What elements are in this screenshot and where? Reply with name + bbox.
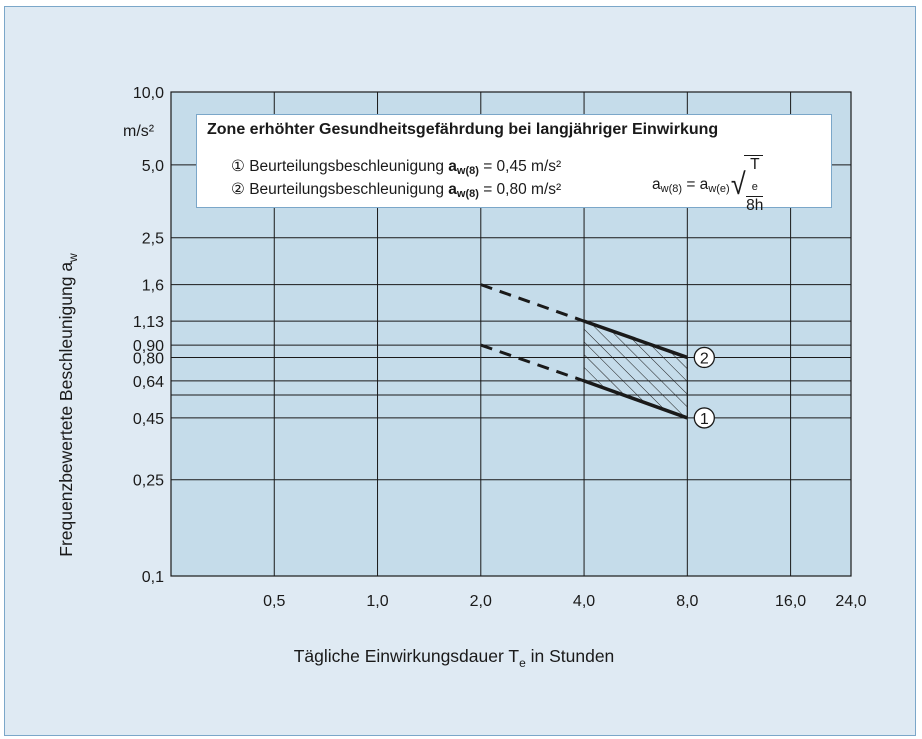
series-layer: 12 [480, 283, 715, 429]
y-axis-unit: m/s² [123, 123, 155, 140]
y-tick-label: 1,13 [133, 314, 164, 331]
ticks-layer: 0,5 1,0 2,0 4,0 8,0 16,0 24,0 0,1 0,25 0,45 0,64 0,… [133, 85, 867, 610]
chart-title: Zone erhöhter Gesundheitsgefährdung bei … [207, 121, 719, 138]
series-1-solid-line [583, 379, 688, 420]
x-tick-label: 8,0 [676, 593, 698, 610]
x-tick-label: 0,5 [263, 593, 285, 610]
series-1-marker-label: 1 [700, 411, 709, 428]
x-tick-label: 16,0 [775, 593, 806, 610]
y-tick-label: 2,5 [142, 231, 164, 248]
x-tick-label: 1,0 [366, 593, 388, 610]
y-tick-label: 0,64 [133, 374, 164, 391]
hatched-zone [584, 321, 688, 418]
y-tick-label: 0,90 [133, 338, 164, 355]
plot-border [170, 91, 852, 577]
y-axis-label: Frequenzbewertete Beschleunigung aw [56, 253, 80, 557]
sqrt-sign-icon: √ [730, 168, 746, 201]
y-tick-label: 10,0 [133, 85, 164, 102]
y-tick-label: 0,1 [142, 569, 164, 586]
series-2-marker [693, 346, 715, 369]
y-tick-label: 1,6 [142, 278, 164, 295]
y-tick-label: 0,45 [133, 411, 164, 428]
series-2-solid-line [583, 319, 688, 360]
series-1-dashed-line [480, 343, 585, 383]
x-tick-label: 2,0 [470, 593, 492, 610]
series-1-marker [693, 407, 715, 429]
x-tick-label: 4,0 [573, 593, 595, 610]
series-2-dashed-line [480, 283, 585, 323]
y-tick-label: 0,80 [133, 350, 164, 367]
x-axis-label: Tägliche Einwirkungsdauer Te in Stunden [294, 646, 615, 670]
legend-item-2: ② Beurteilungsbeschleunigung aw(8) = 0,8… [231, 181, 562, 200]
x-tick-label: 24,0 [835, 593, 866, 610]
legend-box: Zone erhöhter Gesundheitsgefährdung bei … [196, 114, 832, 214]
series-2-marker-label: 2 [700, 350, 709, 367]
y-tick-label: 5,0 [142, 158, 164, 175]
y-tick-label: 0,25 [133, 473, 164, 490]
legend-item-1: ① Beurteilungsbeschleunigung aw(8) = 0,4… [231, 158, 562, 177]
hatched-zone-layer [583, 321, 688, 418]
